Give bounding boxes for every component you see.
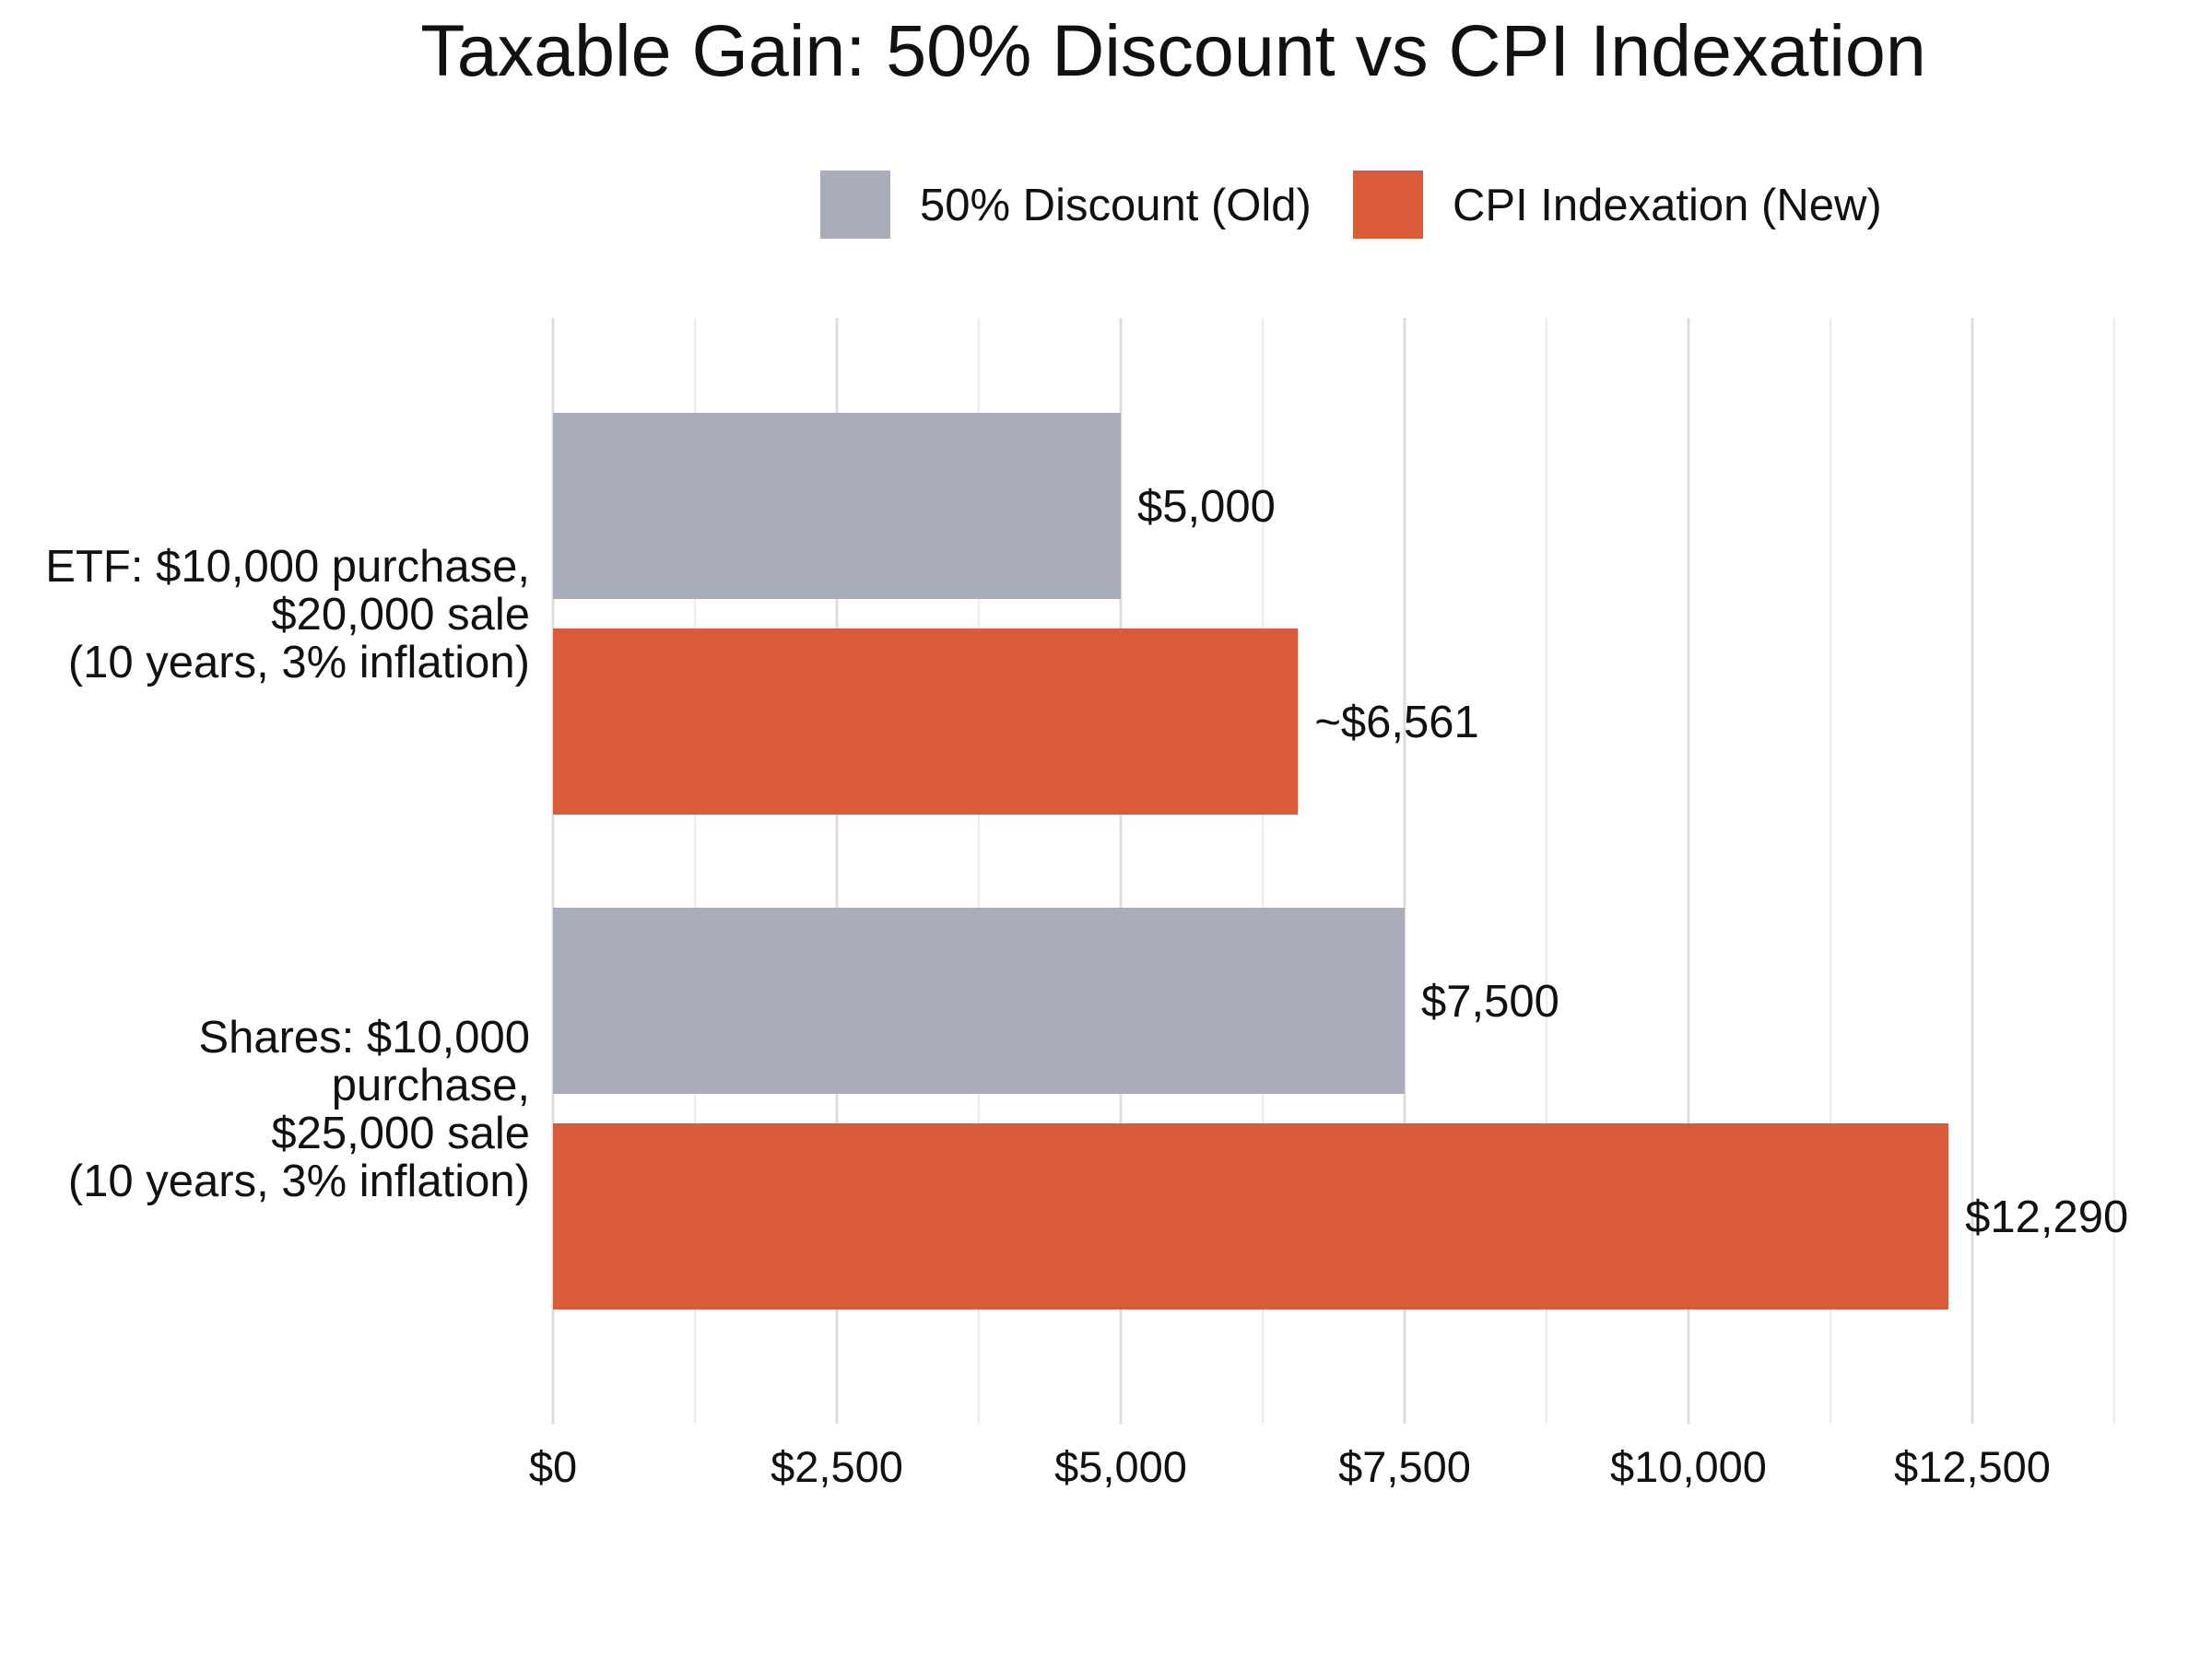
category-label: Shares: $10,000 purchase, $25,000 sale (10 … [68,1013,530,1206]
bar [553,628,1299,815]
category-label-line: (10 years, 3% inflation) [68,1157,530,1206]
category-label-line: ETF: $10,000 purchase, [45,542,530,592]
category-label: ETF: $10,000 purchase, $20,000 sale (10 ye… [45,542,530,687]
category-label-line: purchase, [332,1061,530,1110]
legend-swatch [1353,170,1423,239]
bar [553,908,1405,1094]
category-label-line: (10 years, 3% inflation) [68,638,530,687]
category-label-line: $20,000 sale [271,590,530,640]
legend-label: 50% Discount (Old) [920,181,1312,230]
axis-layer: $0 $2,500 $5,000 $7,500 $10,000 $12,500 ETF: $… [45,542,2051,1491]
legend-swatch [820,170,890,239]
bar-layer [553,413,1949,1310]
bar [553,1123,1949,1310]
category-label-line: Shares: $10,000 [198,1013,530,1063]
data-label: $7,500 [1421,977,1559,1027]
x-tick-label: $2,500 [771,1442,903,1491]
category-label-line: $25,000 sale [271,1109,530,1158]
x-tick-label: $12,500 [1894,1442,2051,1491]
legend-label: CPI Indexation (New) [1453,181,1882,230]
label-layer: $5,000 ~$6,561 $7,500 $12,290 [1137,482,2128,1242]
bar [553,413,1121,599]
data-label: $5,000 [1137,482,1276,532]
x-tick-label: $0 [529,1442,577,1491]
legend: 50% Discount (Old) CPI Indexation (New) [820,170,1882,239]
data-label: $12,290 [1965,1192,2128,1242]
x-tick-label: $5,000 [1054,1442,1187,1491]
chart-title: Taxable Gain: 50% Discount vs CPI Indexa… [420,9,1926,91]
x-tick-label: $7,500 [1338,1442,1471,1491]
x-tick-label: $10,000 [1610,1442,1767,1491]
data-label: ~$6,561 [1314,698,1479,747]
